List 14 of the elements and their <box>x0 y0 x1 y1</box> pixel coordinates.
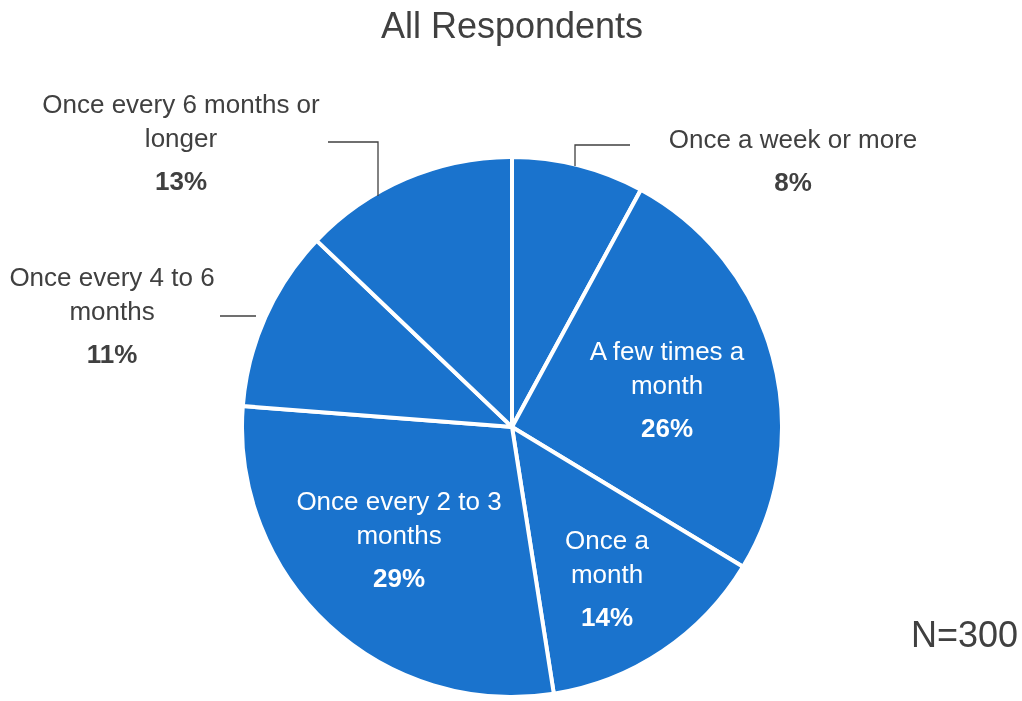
data-label: 13% <box>154 166 208 197</box>
text: N=300 <box>910 613 1018 655</box>
data-label: 14% <box>580 602 634 633</box>
slice-label: A few times a month <box>589 336 745 401</box>
slice-label: Once every 4 to 6 months <box>9 262 215 327</box>
slice-label: Once every 6 months or longer <box>42 89 321 154</box>
slice-label: Once every 2 to 3 months <box>296 486 502 551</box>
data-label: 8% <box>774 167 812 198</box>
slice-label: Once a month <box>565 525 650 590</box>
data-label: 11% <box>86 339 138 370</box>
data-label: 26% <box>640 413 694 444</box>
slice-label: Once a week or more <box>668 124 918 155</box>
chart-title: All Respondents <box>380 4 644 46</box>
data-label: 29% <box>372 563 426 594</box>
